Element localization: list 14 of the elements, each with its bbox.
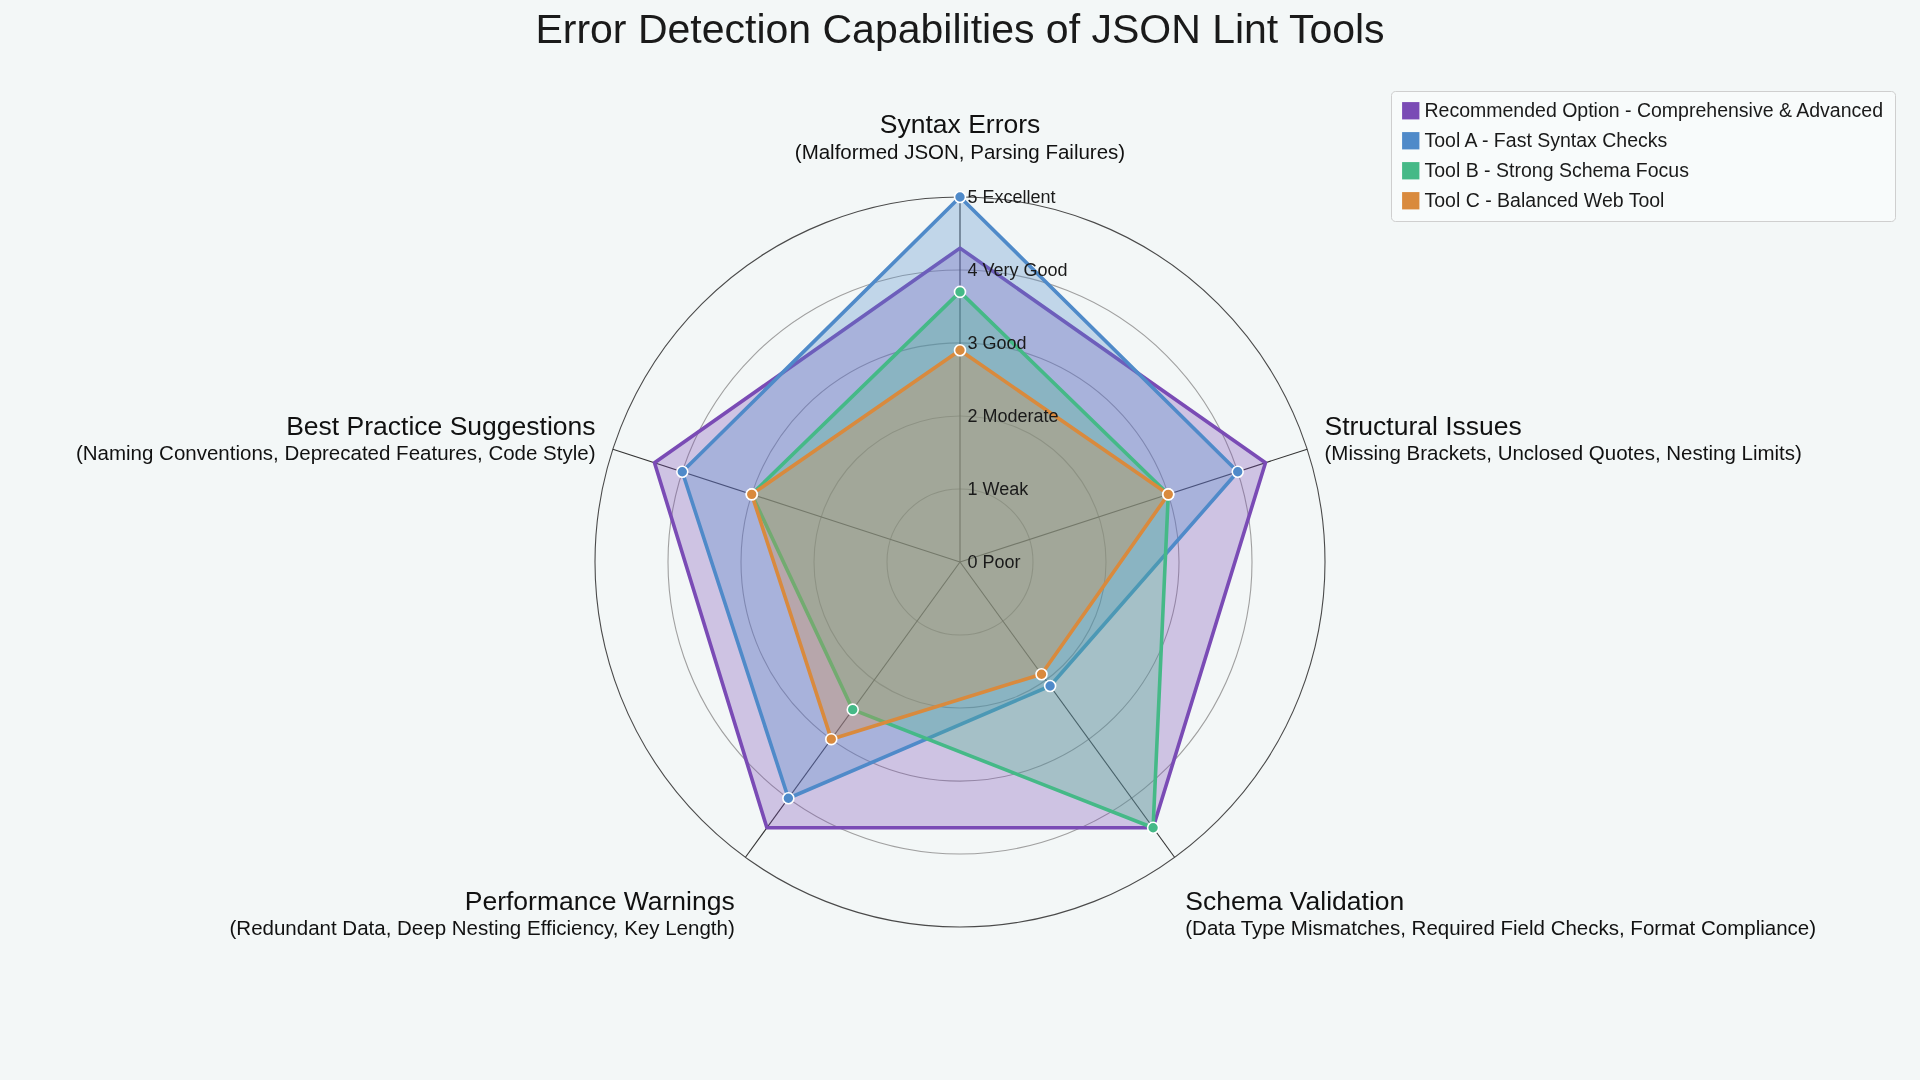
spoke-label: Best Practice Suggestions (Naming Conventions, Deprecated Features, Code Style) — [75, 410, 596, 464]
legend-label: Tool C - Balanced Web Tool — [1424, 188, 1665, 211]
legend-label: Tool B - Strong Schema Focus — [1424, 158, 1690, 181]
chart-title: Error Detection Capabilities of JSON Lint Tools — [535, 6, 1385, 52]
spoke-label: Performance Warnings (Redundant Data, Deep Nesting Efficiency, Key Length) — [229, 886, 735, 940]
y-tick-label: 5 Excellent — [967, 186, 1056, 207]
spoke-label: Syntax Errors (Malformed JSON, Parsing Failures) — [794, 108, 1126, 163]
y-tick-label: 0 Poor — [967, 551, 1021, 572]
y-tick-label: 1 Weak — [967, 478, 1030, 499]
legend-label: Tool A - Fast Syntax Checks — [1424, 128, 1668, 151]
spoke-label: Schema Validation (Data Type Mismatches, Required Field Checks, Format Compliance) — [1185, 886, 1817, 940]
spoke-label: Structural Issues (Missing Brackets, Unclosed Quotes, Nesting Limits) — [1324, 410, 1802, 464]
y-tick-label: 3 Good — [967, 332, 1027, 353]
legend-label: Recommended Option - Comprehensive & Advanced — [1424, 98, 1883, 121]
